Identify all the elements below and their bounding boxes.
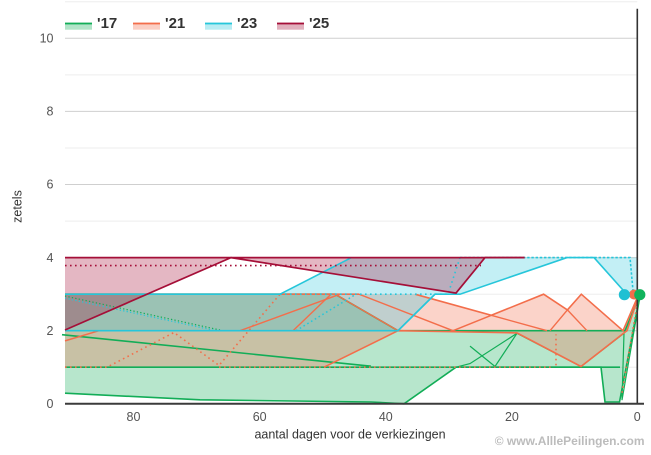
svg-text:0: 0 [634,410,641,424]
svg-text:60: 60 [253,410,267,424]
svg-text:'25: '25 [309,15,329,32]
svg-text:'21: '21 [165,15,185,32]
svg-text:© www.AlllePeilingen.com: © www.AlllePeilingen.com [495,434,645,448]
svg-text:40: 40 [379,410,393,424]
svg-text:zetels: zetels [11,190,25,223]
svg-text:4: 4 [47,251,54,265]
svg-text:2: 2 [47,324,54,338]
svg-text:10: 10 [40,32,54,46]
svg-text:0: 0 [47,397,54,411]
svg-text:80: 80 [127,410,141,424]
svg-text:'23: '23 [237,15,257,32]
svg-text:8: 8 [47,105,54,119]
svg-text:aantal dagen voor de verkiezin: aantal dagen voor de verkiezingen [254,428,445,442]
svg-text:20: 20 [505,410,519,424]
svg-text:6: 6 [47,178,54,192]
svg-text:'17: '17 [97,15,117,32]
